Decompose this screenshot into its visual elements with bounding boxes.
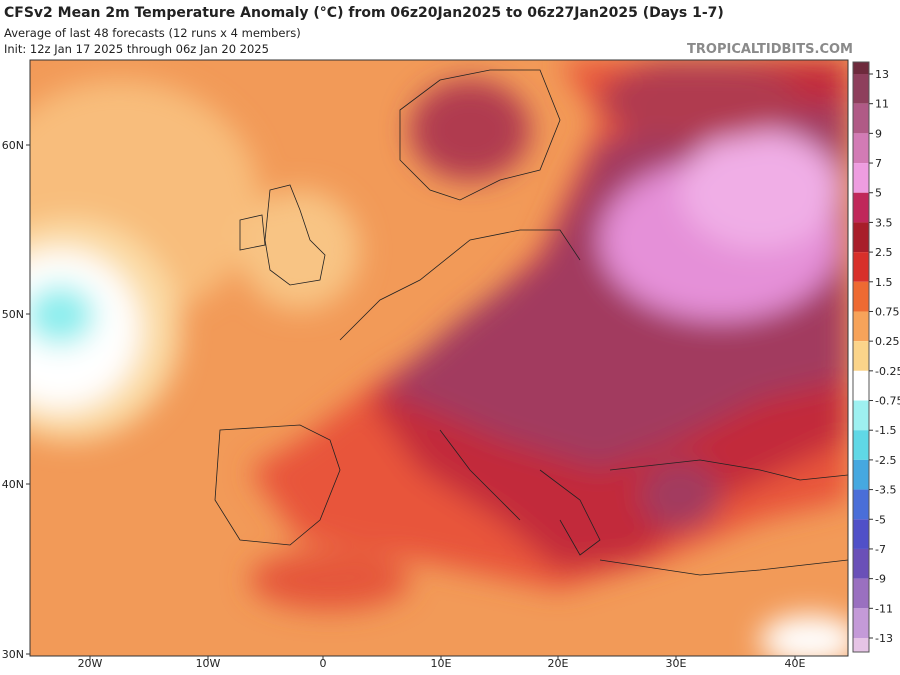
colorbar-label: -7 xyxy=(875,543,886,556)
watermark: TROPICALTIDBITS.COM xyxy=(687,42,853,57)
colorbar-swatch xyxy=(853,341,869,371)
colorbar-label: -5 xyxy=(875,513,886,526)
colorbar-swatch xyxy=(853,222,869,253)
colorbar-label: 11 xyxy=(875,98,889,111)
coastlines xyxy=(214,69,848,576)
colorbar-label: -0.75 xyxy=(875,395,900,408)
colorbar-swatch xyxy=(853,489,869,520)
colorbar-label: -2.5 xyxy=(875,454,896,467)
colorbar-label: -11 xyxy=(875,602,893,615)
colorbar-label: 0.75 xyxy=(875,305,900,318)
colorbar-label: 3.5 xyxy=(875,216,893,229)
colorbar-swatch xyxy=(853,192,869,223)
title: CFSv2 Mean 2m Temperature Anomaly (°C) f… xyxy=(4,5,724,21)
lon-label: 20W xyxy=(78,657,103,670)
lat-label: 30N xyxy=(2,648,24,661)
colorbar-label: -1.5 xyxy=(875,424,896,437)
lat-label: 60N xyxy=(2,139,24,152)
colorbar-swatch xyxy=(853,608,869,638)
colorbar-swatch xyxy=(853,400,869,431)
colorbar-swatch xyxy=(853,74,869,104)
subtitle: Average of last 48 forecasts (12 runs x … xyxy=(4,26,301,40)
colorbar-frame xyxy=(852,61,870,653)
colorbar-swatch xyxy=(853,133,869,164)
colorbar-swatch xyxy=(853,281,869,312)
colorbar-swatch xyxy=(853,519,869,549)
colorbar-swatch xyxy=(853,163,869,193)
colorbar-swatch xyxy=(853,103,869,134)
colorbar-swatch xyxy=(853,62,869,74)
colorbar-swatch xyxy=(853,638,869,652)
colorbar-swatch xyxy=(853,370,869,401)
colorbar-label: 2.5 xyxy=(875,246,893,259)
colorbar-swatch xyxy=(853,311,869,342)
lat-label: 50N xyxy=(2,308,24,321)
colorbar-swatch xyxy=(853,548,869,579)
lon-label: 30E xyxy=(666,657,687,670)
lat-label: 40N xyxy=(2,478,24,491)
colorbar-label: -9 xyxy=(875,573,886,586)
colorbar-swatch xyxy=(853,430,869,460)
lon-label: 40E xyxy=(785,657,806,670)
colorbar-label: 7 xyxy=(875,157,882,170)
colorbar-label: -13 xyxy=(875,632,893,645)
colorbar-swatch xyxy=(853,459,869,490)
lon-label: 10W xyxy=(196,657,221,670)
lon-label: 20E xyxy=(548,657,569,670)
init-text: Init: 12z Jan 17 2025 through 06z Jan 20… xyxy=(4,42,269,56)
colorbar-label: -0.25 xyxy=(875,365,900,378)
map-frame xyxy=(29,59,849,657)
colorbar-label: 9 xyxy=(875,127,882,140)
anomaly-map xyxy=(30,60,848,656)
colorbar-swatch xyxy=(853,252,869,282)
colorbar-label: 1.5 xyxy=(875,276,893,289)
colorbar-swatch xyxy=(853,578,869,609)
colorbar-label: -3.5 xyxy=(875,484,896,497)
lon-label: 10E xyxy=(431,657,452,670)
colorbar-label: 0.25 xyxy=(875,335,900,348)
colorbar-label: 13 xyxy=(875,68,889,81)
lon-label: 0 xyxy=(320,657,327,670)
colorbar-label: 5 xyxy=(875,187,882,200)
